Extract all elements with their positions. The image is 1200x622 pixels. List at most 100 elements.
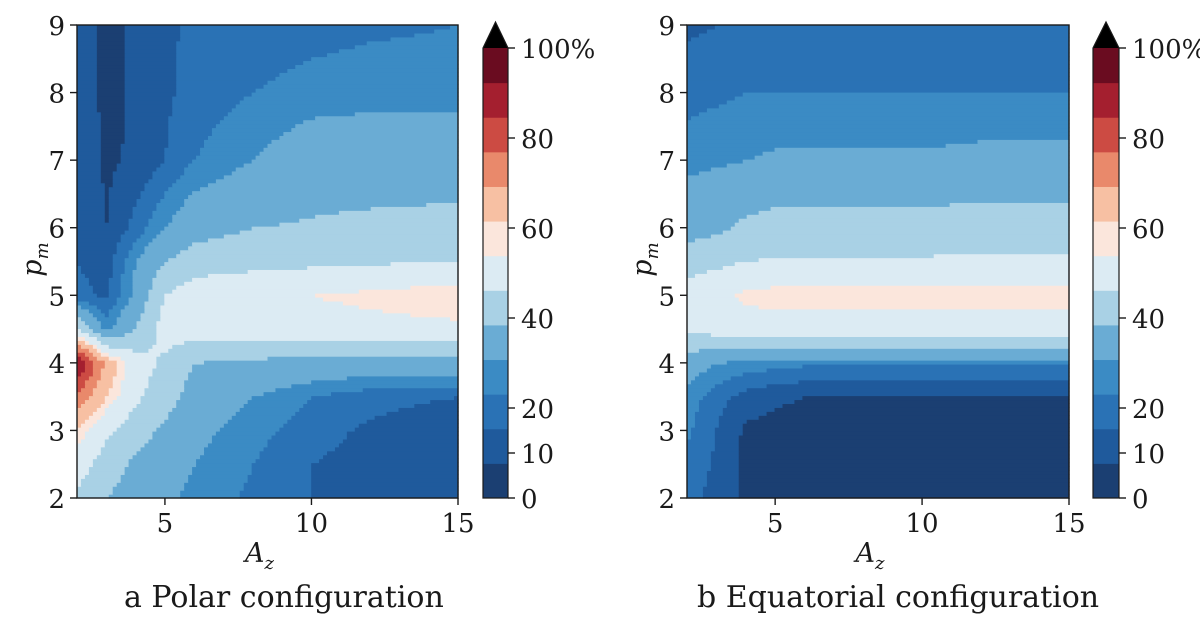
contour-cell	[77, 462, 94, 468]
contour-cell	[714, 442, 740, 448]
contour-cell	[77, 28, 98, 34]
contour-cell	[738, 391, 1070, 397]
contour-cell	[132, 289, 150, 294]
contour-cell	[152, 344, 173, 349]
contour-cell	[132, 281, 153, 286]
contour-cell	[323, 296, 459, 302]
contour-cell	[200, 454, 261, 460]
contour-cell	[358, 423, 459, 428]
contour-cell	[96, 379, 114, 385]
contour-cell	[176, 56, 312, 62]
colorbar-top-label: 100%	[521, 35, 595, 65]
contour-cell	[687, 48, 1070, 54]
contour-cell	[687, 119, 1070, 125]
contour-cell	[104, 186, 110, 192]
contour-cell	[706, 367, 768, 373]
contour-cell	[112, 375, 126, 381]
contour-cell	[108, 293, 122, 298]
contour-cell	[758, 415, 1070, 420]
contour-cell	[80, 356, 90, 361]
contour-cell	[338, 442, 459, 448]
contour-cell	[77, 371, 82, 377]
contour-cell	[124, 371, 154, 377]
contour-cell	[100, 131, 126, 136]
contour-cell	[180, 28, 435, 34]
contour-cell	[124, 72, 177, 77]
contour-cell	[694, 273, 1070, 278]
contour-cell	[311, 466, 459, 472]
contour-cell	[687, 32, 700, 38]
contour-cell	[176, 64, 296, 69]
contour-cell	[160, 304, 360, 310]
contour-cell	[802, 363, 1070, 369]
contour-cell	[706, 107, 1070, 113]
contour-cell	[80, 478, 122, 483]
contour-cell	[204, 450, 261, 456]
contour-cell	[176, 403, 245, 408]
contour-cell	[112, 383, 122, 389]
contour-cell	[235, 103, 459, 109]
contour-cell	[100, 352, 110, 357]
contour-cell	[311, 482, 459, 487]
contour-cell	[687, 265, 724, 270]
contour-cell	[687, 135, 1070, 140]
x-tick-label: 5	[157, 509, 174, 539]
contour-cell	[734, 95, 1070, 101]
contour-cell	[287, 419, 368, 424]
contour-cell	[77, 229, 126, 235]
contour-cell	[168, 348, 459, 353]
contour-cell	[687, 415, 696, 420]
contour-cell	[148, 178, 177, 184]
contour-cell	[77, 162, 102, 168]
contour-cell	[112, 257, 126, 263]
contour-cell	[124, 28, 181, 34]
contour-cell	[738, 218, 1070, 223]
contour-cell	[144, 229, 161, 235]
contour-cell	[698, 32, 1070, 38]
contour-cell	[945, 143, 1070, 148]
contour-cell	[104, 411, 130, 416]
contour-cell	[128, 222, 150, 227]
contour-cell	[299, 218, 459, 223]
y-tick-label: 4	[48, 350, 65, 380]
contour-cell	[247, 399, 308, 404]
contour-cell	[108, 494, 181, 499]
contour-cell	[687, 155, 756, 160]
contour-cell	[211, 127, 292, 133]
contour-cell	[92, 363, 106, 369]
contour-cell	[687, 241, 1070, 247]
contour-cell	[77, 174, 102, 180]
colorbar-segment	[1093, 359, 1119, 395]
contour-cell	[687, 308, 1070, 314]
contour-cell	[77, 206, 106, 211]
colorbar-segment	[1093, 463, 1119, 499]
contour-cell	[168, 415, 233, 420]
contour-cell	[742, 289, 1070, 294]
contour-cell	[738, 438, 1070, 444]
contour-cell	[124, 119, 169, 125]
contour-cell	[255, 88, 459, 93]
y-tick-label: 2	[658, 485, 675, 515]
contour-cell	[263, 147, 459, 152]
contour-cell	[84, 434, 110, 440]
contour-cell	[116, 300, 130, 306]
contour-cell	[77, 438, 82, 444]
contour-cell	[84, 352, 94, 357]
contour-cell	[77, 261, 114, 267]
contour-cell	[687, 143, 947, 148]
contour-cell	[92, 411, 106, 416]
contour-cell	[714, 383, 768, 389]
contour-cell	[227, 111, 356, 117]
contour-cell	[144, 182, 173, 188]
contour-cell	[687, 423, 696, 428]
contour-cell	[762, 151, 1070, 156]
contour-cell	[96, 40, 126, 46]
contour-cell	[687, 44, 1070, 50]
contour-cell	[687, 296, 740, 302]
contour-cell	[120, 387, 146, 393]
contour-cell	[311, 490, 459, 495]
contour-cell	[140, 233, 157, 239]
contour-cell	[311, 474, 459, 479]
contour-cell	[251, 462, 312, 468]
contour-cell	[687, 490, 704, 495]
